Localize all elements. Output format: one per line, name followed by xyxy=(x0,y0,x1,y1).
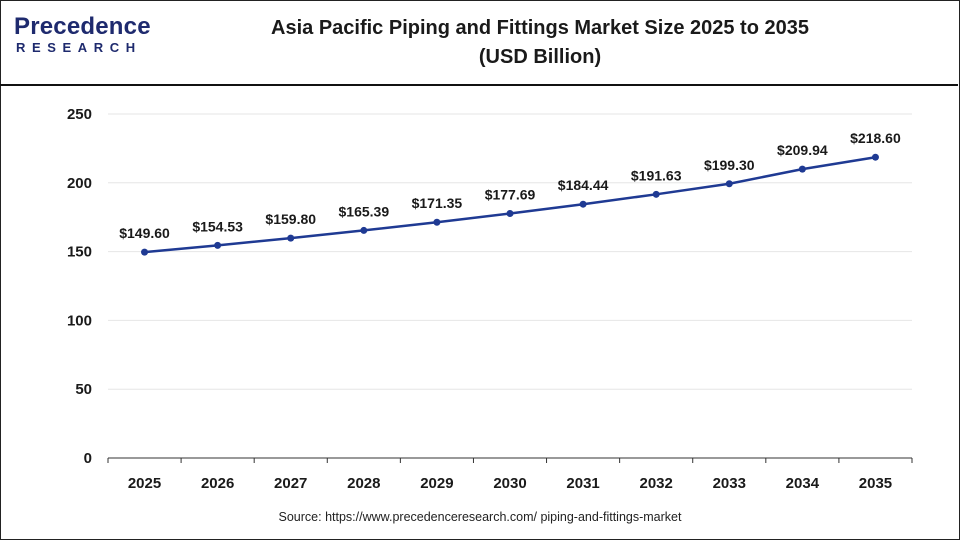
y-tick-label: 250 xyxy=(67,106,92,123)
source-note: Source: https://www.precedenceresearch.c… xyxy=(278,510,682,524)
chart-title-line-2: (USD Billion) xyxy=(478,46,602,68)
series-line xyxy=(144,155,876,254)
data-label: $218.60 xyxy=(850,130,901,146)
data-point xyxy=(579,200,587,208)
data-point xyxy=(725,180,733,188)
axes xyxy=(107,457,913,463)
data-labels: $149.60 $154.53 $159.80 $165.39 $171.35 $177.… xyxy=(119,130,901,241)
chart-title-line-1: Asia Pacific Piping and Fittings Market … xyxy=(271,17,809,39)
x-tick-label: 2026 xyxy=(201,475,234,492)
y-tick-label: 150 xyxy=(67,244,92,261)
data-label: $165.39 xyxy=(339,203,390,219)
x-tick-label: 2030 xyxy=(493,475,526,492)
x-axis-tick-labels: 2025 2026 2027 2028 2029 2030 2031 2032 2033 2034… xyxy=(128,475,892,492)
precedence-research-logo: Precedence RESEARCH xyxy=(14,14,164,66)
x-tick-label: 2034 xyxy=(786,475,820,492)
data-point xyxy=(214,241,222,249)
data-point xyxy=(141,248,149,256)
x-tick-label: 2029 xyxy=(420,475,453,492)
data-label: $191.63 xyxy=(631,167,682,183)
line-chart: 0 50 100 150 200 250 2025 2026 2027 2028 2029 2030… xyxy=(67,106,913,492)
x-tick-label: 2025 xyxy=(128,475,161,492)
x-tick-label: 2032 xyxy=(639,475,672,492)
logo-sub-text: RESEARCH xyxy=(16,40,142,55)
y-tick-label: 200 xyxy=(67,175,92,192)
data-point xyxy=(871,153,879,161)
data-label: $199.30 xyxy=(704,157,755,173)
x-tick-label: 2031 xyxy=(566,475,599,492)
y-axis-tick-labels: 0 50 100 150 200 250 xyxy=(67,106,92,467)
y-tick-label: 50 xyxy=(75,381,92,398)
grid-lines xyxy=(108,113,912,390)
data-label: $184.44 xyxy=(558,177,609,193)
data-point xyxy=(360,226,368,234)
data-label: $171.35 xyxy=(412,195,463,211)
series-layer xyxy=(141,153,879,256)
chart-title: Asia Pacific Piping and Fittings Market … xyxy=(240,14,840,72)
x-tick-label: 2028 xyxy=(347,475,380,492)
data-label: $159.80 xyxy=(265,211,316,227)
x-tick-label: 2033 xyxy=(713,475,746,492)
y-tick-label: 0 xyxy=(84,450,92,467)
data-point xyxy=(287,234,295,242)
x-tick-label: 2027 xyxy=(274,475,307,492)
data-point xyxy=(433,218,441,226)
data-label: $149.60 xyxy=(119,225,170,241)
chart-header: Precedence RESEARCH Asia Pacific Piping … xyxy=(0,0,958,86)
y-tick-label: 100 xyxy=(67,312,92,329)
data-label: $209.94 xyxy=(777,142,828,158)
data-point xyxy=(798,165,806,173)
data-label: $177.69 xyxy=(485,186,536,202)
x-tick-label: 2035 xyxy=(859,475,892,492)
data-point xyxy=(506,209,514,217)
logo-brand-text: Precedence xyxy=(14,13,151,40)
data-label: $154.53 xyxy=(192,218,243,234)
data-point xyxy=(652,190,660,198)
